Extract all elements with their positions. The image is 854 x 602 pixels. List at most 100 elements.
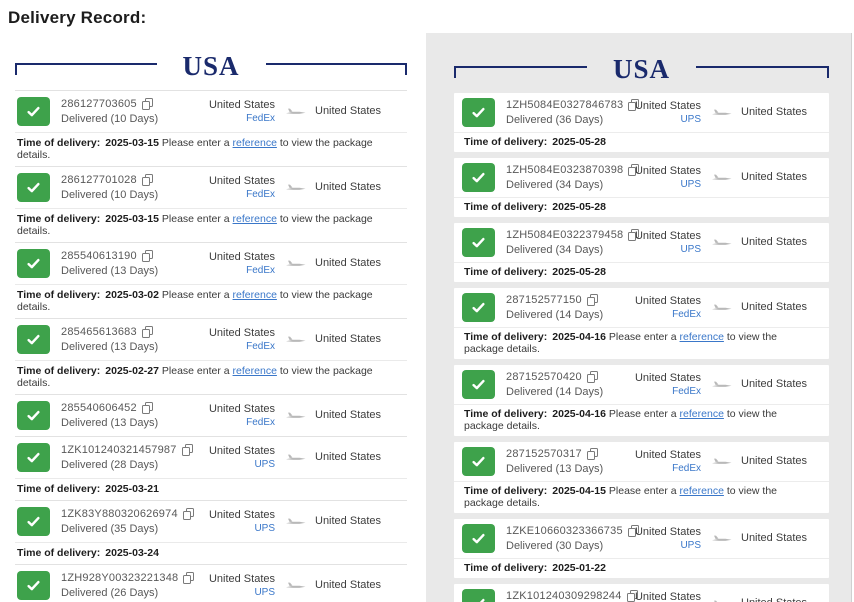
note-suffix: to view the package details. [464,484,778,509]
delivered-check-icon [17,400,50,430]
reference-link[interactable]: reference [679,330,724,343]
reference-link[interactable]: reference [679,407,724,420]
destination-country: United States [741,597,819,602]
route-info: United States FedEx United States [189,175,393,200]
carrier-link[interactable]: UPS [680,113,701,125]
tracking-number: 287152570317 [506,447,582,460]
usa-header: USA [15,51,408,82]
delivery-status: Delivered (14 Days) [506,385,604,398]
delivery-record: 1ZH928Y00323221348 Delivered (26 Days) U… [15,563,407,602]
note-suffix: to view the package details. [464,407,778,432]
reference-link[interactable]: reference [232,212,277,225]
note-prefix: Please enter a [161,364,230,377]
note-suffix: to view the package details. [464,330,778,355]
copy-icon[interactable] [586,447,598,460]
route-info: United States FedEx United States [189,327,393,352]
carrier-link[interactable]: FedEx [672,308,701,320]
carrier-link[interactable]: UPS [254,522,275,534]
time-of-delivery-label: Time of delivery: [17,212,101,225]
origin-country: United States [634,164,701,177]
copy-icon[interactable] [181,443,193,456]
destination-country: United States [741,378,808,391]
carrier-link[interactable]: FedEx [246,416,275,428]
note-prefix: Please enter a [608,407,677,420]
delivery-record: 1ZH5084E0327846783 Delivered (36 Days) U… [454,92,829,152]
record-info: 1ZK101240321457987 Delivered (28 Days) [61,443,193,471]
carrier-link[interactable]: FedEx [246,112,275,124]
copy-icon[interactable] [628,228,640,241]
plane-icon [711,456,733,467]
note-prefix: Please enter a [608,330,677,343]
plane-icon [285,258,307,269]
carrier-link[interactable]: UPS [680,539,701,551]
copy-icon[interactable] [183,571,195,584]
carrier-link[interactable]: FedEx [246,188,275,200]
plane-icon [285,106,307,117]
note-prefix: Please enter a [608,484,677,497]
time-of-delivery-row: Time of delivery: 2025-05-28 [454,131,829,152]
tracking-number: 287152570420 [506,370,582,383]
delivery-status: Delivered (30 Days) [506,539,604,552]
copy-icon[interactable] [141,173,153,186]
carrier-link[interactable]: FedEx [672,462,701,474]
plane-icon [285,410,307,421]
copy-icon[interactable] [141,325,153,338]
reference-link[interactable]: reference [232,288,277,301]
record-info: 1ZKE10660323366735 Delivered (30 Days) [506,524,639,552]
copy-icon[interactable] [141,401,153,414]
origin-country: United States [208,250,275,263]
delivery-record: 285540606452 Delivered (13 Days) United … [15,393,407,436]
plane-icon [711,107,733,118]
route-info: United States UPS United States [189,509,393,534]
delivered-check-icon [462,446,495,476]
delivered-check-icon [17,172,50,202]
delivery-date: 2025-04-16 [552,407,606,420]
delivery-status: Delivered (13 Days) [61,416,159,429]
carrier-link[interactable]: UPS [680,243,701,255]
delivery-status: Delivered (13 Days) [506,462,604,475]
copy-icon[interactable] [627,524,639,537]
destination-country: United States [315,579,382,592]
carrier-link[interactable]: UPS [254,586,275,598]
tracking-number: 286127703605 [61,97,137,110]
delivered-check-icon [17,96,50,126]
delivery-record: 1ZK101240309298244 Delivered (22 Days) U… [454,583,829,602]
origin-country: United States [634,294,701,307]
delivery-status: Delivered (14 Days) [506,308,604,321]
note-suffix: to view the package details. [17,212,373,237]
time-of-delivery-row: Time of delivery: 2025-03-24 [15,541,407,564]
delivered-check-icon [17,506,50,536]
copy-icon[interactable] [628,98,640,111]
copy-icon[interactable] [626,589,638,602]
carrier-link[interactable]: UPS [680,178,701,190]
reference-link[interactable]: reference [232,364,277,377]
plane-icon [285,334,307,345]
copy-icon[interactable] [141,249,153,262]
record-info: 285540606452 Delivered (13 Days) [61,401,159,429]
time-of-delivery-label: Time of delivery: [464,407,548,420]
carrier-link[interactable]: FedEx [672,385,701,397]
record-info: 1ZH5084E0322379458 Delivered (34 Days) [506,228,640,256]
destination-country: United States [741,106,808,119]
carrier-link[interactable]: FedEx [246,340,275,352]
delivery-record: 287152577150 Delivered (14 Days) United … [454,287,829,359]
reference-link[interactable]: reference [232,136,277,149]
copy-icon[interactable] [586,293,598,306]
delivered-check-icon [462,97,495,127]
delivered-check-icon [462,292,495,322]
record-main-row: 1ZKE10660323366735 Delivered (30 Days) U… [454,519,829,558]
route-info: United States UPS United States [189,445,393,470]
route-info: United States UPS United States [615,230,819,255]
copy-icon[interactable] [141,97,153,110]
copy-icon[interactable] [586,370,598,383]
carrier-link[interactable]: FedEx [246,264,275,276]
carrier-link[interactable]: UPS [254,458,275,470]
copy-icon[interactable] [182,507,194,520]
copy-icon[interactable] [628,163,640,176]
record-main-row: 287152570420 Delivered (14 Days) United … [454,365,829,404]
record-main-row: 1ZH928Y00323221348 Delivered (26 Days) U… [15,565,407,602]
reference-link[interactable]: reference [679,484,724,497]
tracking-number: 285540606452 [61,401,137,414]
delivery-date: 2025-03-21 [105,482,159,495]
destination-country: United States [315,409,382,422]
